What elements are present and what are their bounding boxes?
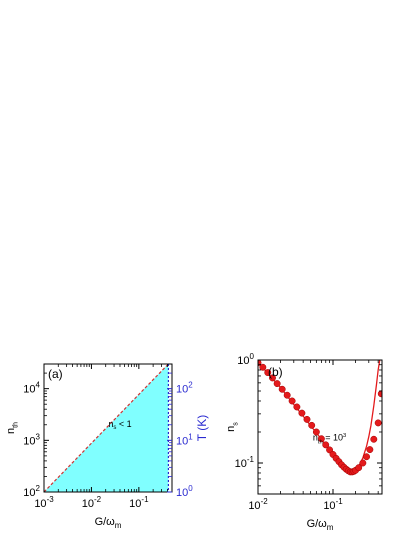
data-point <box>269 374 276 382</box>
data-point <box>288 397 296 405</box>
series-markers <box>258 360 382 476</box>
ns-less-than-one-region <box>44 364 169 492</box>
y2-axis-label: T (K) <box>195 415 209 441</box>
y-tick-label: 102 <box>23 484 40 499</box>
data-point <box>278 385 286 393</box>
data-point <box>312 428 320 436</box>
y-tick-label: 100 <box>237 352 254 367</box>
panel-a: 10-3 10-2 10-1 102 103 104 100 101 102 G/ωm nth T (… <box>5 363 209 530</box>
y2-tick-label: 101 <box>176 432 193 447</box>
y-tick-label: 104 <box>23 381 40 396</box>
data-point <box>273 380 281 388</box>
data-point <box>322 441 330 449</box>
data-point <box>366 446 374 454</box>
data-point <box>303 415 311 423</box>
y-tick-label: 10-1 <box>235 455 255 470</box>
data-point <box>317 435 325 443</box>
data-point <box>326 446 334 454</box>
x-tick-label: 10-1 <box>323 497 343 512</box>
data-point <box>355 464 363 472</box>
data-point <box>264 369 272 377</box>
data-point <box>259 363 267 371</box>
x-tick-label: 10-2 <box>248 497 268 512</box>
data-point <box>370 435 378 443</box>
panel-b: 10-2 10-1 10-1 100 G/ωm ns (b) nth = 103 <box>225 352 383 532</box>
data-point <box>374 419 382 427</box>
data-point <box>298 409 306 417</box>
y2-tick-label: 102 <box>176 381 193 396</box>
y-axis-label: ns <box>225 422 239 432</box>
x-tick-label: 10-1 <box>129 495 149 510</box>
y2-tick-label: 100 <box>176 484 193 499</box>
data-point <box>308 421 316 429</box>
data-point <box>283 391 291 399</box>
data-point <box>363 453 370 461</box>
plot-frame <box>257 359 383 495</box>
x-axis-label: G/ωm <box>307 518 334 532</box>
x-tick-label: 10-2 <box>82 495 102 510</box>
data-point <box>377 390 382 398</box>
y-axis-label: nth <box>5 422 19 434</box>
curve-annotation: nth = 103 <box>313 433 346 446</box>
x-tick-label: 10-3 <box>34 495 54 510</box>
plot-frame <box>43 363 173 493</box>
data-point <box>359 459 367 467</box>
region-annotation: ns < 1 <box>108 419 131 431</box>
x-axis-label: G/ωm <box>95 516 122 530</box>
panel-label: (b) <box>268 365 283 379</box>
panel-label: (a) <box>48 367 63 381</box>
data-point <box>293 403 301 411</box>
y-tick-label: 103 <box>23 432 40 447</box>
